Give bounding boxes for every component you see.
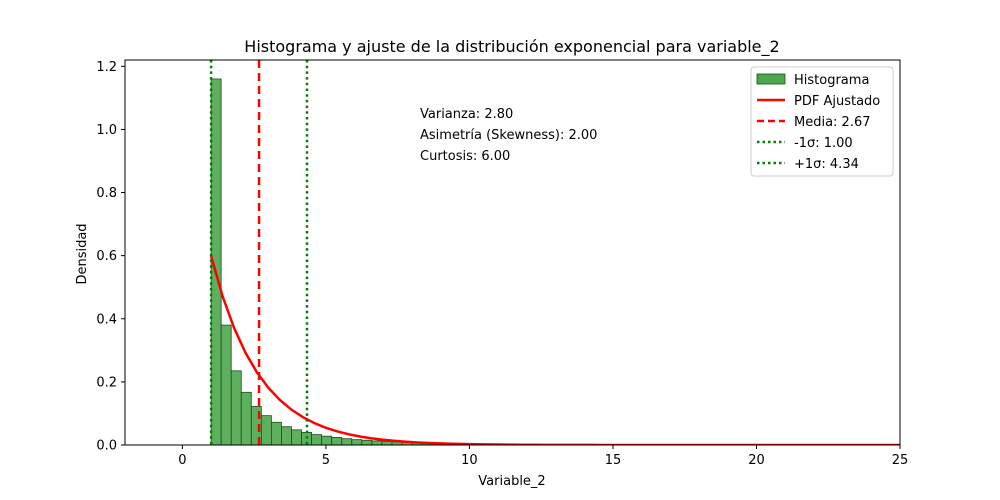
x-tick-label: 10 <box>461 453 478 468</box>
plot-area <box>124 59 901 446</box>
x-tick-label: 15 <box>605 453 622 468</box>
y-tick-label: 0.4 <box>96 312 117 327</box>
histogram-bar <box>240 391 252 445</box>
axes-frame <box>124 59 901 446</box>
legend-box <box>750 66 894 177</box>
stats-annotation: Varianza: 2.80 Asimetría (Skewness): 2.00… <box>420 107 597 164</box>
legend: Histograma PDF Ajustado Media: 2.67 -1σ: 1.… <box>750 66 894 177</box>
x-axis: 0 5 10 15 20 25 <box>178 445 908 468</box>
x-tick-label: 25 <box>892 453 909 468</box>
legend-entry-label: +1σ: 4.34 <box>794 157 859 172</box>
legend-entry-label: Media: 2.67 <box>794 115 871 130</box>
legend-entry-label: Histograma <box>794 73 869 88</box>
histogram-bar <box>230 370 242 445</box>
x-tick-label: 20 <box>748 453 765 468</box>
y-tick-label: 0.8 <box>96 186 117 201</box>
histogram-bar <box>351 439 363 445</box>
y-tick-label: 0.6 <box>96 249 117 264</box>
histogram-bar <box>381 441 393 445</box>
x-axis-label: Variable_2 <box>478 474 545 489</box>
histogram-bar <box>341 438 353 445</box>
histogram-bar <box>331 437 343 445</box>
stats-annotation-line: Asimetría (Skewness): 2.00 <box>420 128 597 143</box>
chart-title: Histograma y ajuste de la distribución e… <box>244 37 779 57</box>
y-axis-label: Densidad <box>75 223 90 284</box>
histogram-bar <box>270 421 282 445</box>
histogram-bar <box>321 435 333 445</box>
histogram-bar <box>371 440 383 445</box>
histogram-bar <box>260 415 272 445</box>
y-tick-label: 1.2 <box>96 60 117 75</box>
histogram-bar <box>361 439 373 445</box>
histogram-bar <box>281 426 292 445</box>
y-tick-label: 1.0 <box>96 123 117 138</box>
y-tick-label: 0.0 <box>96 439 117 454</box>
stats-annotation-line: Curtosis: 6.00 <box>420 149 510 164</box>
histogram-bar <box>291 429 302 445</box>
legend-entry-label: PDF Ajustado <box>794 94 880 109</box>
legend-swatch-histogram <box>756 73 786 85</box>
x-tick-label: 0 <box>178 453 186 468</box>
y-axis: 0.0 0.2 0.4 0.6 0.8 1.0 1.2 <box>96 60 125 454</box>
stats-annotation-line: Varianza: 2.80 <box>420 107 513 122</box>
y-tick-label: 0.2 <box>96 375 117 390</box>
x-tick-label: 5 <box>322 453 330 468</box>
histogram-bar <box>311 434 323 445</box>
histogram-bar <box>220 324 232 445</box>
legend-entry-label: -1σ: 1.00 <box>794 136 853 151</box>
